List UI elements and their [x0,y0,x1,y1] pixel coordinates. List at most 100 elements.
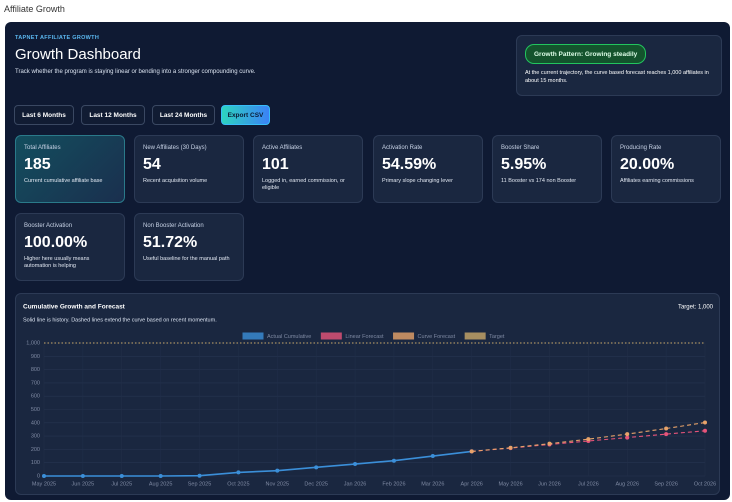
point [197,473,202,478]
card-value: 51.72% [143,234,198,251]
card-note: Higher here usually means automation is … [24,256,90,270]
card-label: Booster Share [501,145,540,151]
card-label: Non Booster Activation [143,223,204,229]
x-tick-label: May 2026 [499,481,523,487]
point [119,474,124,478]
point [586,437,591,442]
card-label: Booster Activation [24,223,73,229]
stat-card: Producing Rate 20.00% Affiliates earning c… [611,135,721,203]
x-tick-label: Nov 2025 [266,481,290,487]
header-title: Growth Dashboard [15,46,141,63]
stat-card: New Affiliates (30 Days) 54 Recent acquisi… [134,135,244,203]
legend-label: Curve Forecast [418,334,456,340]
point [469,449,474,454]
y-tick-label: 800 [31,367,40,373]
card-note: Recent acquisition volume [143,178,208,184]
y-tick-label: 700 [31,380,40,386]
point [236,470,241,475]
legend-swatch [320,332,342,340]
card-value: 54 [143,156,161,173]
legend-label: Target [489,334,505,340]
card-value: 20.00% [620,156,675,173]
x-tick-label: Jul 2026 [578,481,599,487]
point [547,441,552,446]
legend-label: Linear Forecast [345,334,384,340]
card-note: Logged in, earned commission, or eligibl… [262,178,345,192]
point [353,462,358,467]
card-note: Useful baseline for the manual path [143,256,230,262]
x-tick-label: Aug 2025 [149,481,173,487]
legend-label: Actual Cumulative [267,334,311,340]
point [158,474,163,478]
chart-title: Cumulative Growth and Forecast [23,304,126,311]
legend-swatch [464,332,486,340]
point [508,445,513,450]
export-button[interactable]: Export CSV [221,105,270,125]
y-tick-label: 200 [31,447,40,453]
x-tick-label: Feb 2026 [382,481,405,487]
pattern-badge: Growth Pattern: Growing steadily [525,44,647,64]
x-tick-label: Jun 2026 [538,481,561,487]
eyebrow: TAPNET AFFILIATE GROWTH [15,35,100,41]
card-value: 185 [24,156,51,173]
range-button[interactable]: Last 6 Months [14,105,74,125]
point [80,474,85,478]
target-label: Target: 1,000 [678,305,714,311]
header-subtitle: Track whether the program is staying lin… [15,69,256,75]
x-tick-label: Mar 2026 [421,481,444,487]
point [42,474,46,478]
pattern-text: At the current trajectory, the curve bas… [525,70,709,85]
stat-card: Booster Share 5.95% 11 Booster vs 174 non … [492,135,602,203]
y-tick-label: 0 [37,473,40,479]
stat-card: Booster Activation 100.00% Higher here usu… [15,213,125,281]
point [625,435,630,440]
x-tick-label: May 2025 [32,481,56,487]
y-tick-label: 100 [31,460,40,466]
point [664,432,669,437]
x-tick-label: Aug 2026 [615,481,639,487]
x-tick-label: Apr 2026 [461,481,483,487]
point [391,458,396,463]
series-line [44,450,472,477]
card-label: Activation Rate [382,145,423,151]
stat-card: Active Affiliates 101 Logged in, earned co… [253,135,363,203]
x-tick-label: Oct 2026 [694,481,716,487]
point [430,454,435,459]
legend-swatch [393,332,415,340]
card-value: 101 [262,156,289,173]
y-tick-label: 600 [31,394,40,400]
point [275,468,280,473]
range-button[interactable]: Last 12 Months [81,105,145,125]
card-note: 11 Booster vs 174 non Booster [501,178,577,184]
legend-swatch [242,332,264,340]
card-label: Total Affiliates [24,145,61,151]
x-tick-label: Jul 2025 [111,481,132,487]
y-tick-label: 900 [31,354,40,360]
stat-card: Activation Rate 54.59% Primary slope chang… [373,135,483,203]
card-note: Current cumulative affiliate base [24,178,103,184]
point [703,428,707,433]
page-title: Affiliate Growth [4,4,65,14]
y-tick-label: 1,000 [26,340,40,346]
card-label: Producing Rate [620,145,662,151]
chart-panel [15,293,720,495]
stat-card: Total Affiliates 185 Current cumulative af… [15,135,125,203]
point [664,426,669,431]
card-value: 5.95% [501,156,547,173]
card-value: 54.59% [382,156,437,173]
x-tick-label: Jan 2026 [344,481,367,487]
y-tick-label: 500 [31,407,40,413]
card-note: Affiliates earning commissions [620,178,694,184]
y-tick-label: 300 [31,434,40,440]
card-label: Active Affiliates [262,145,303,151]
x-tick-label: Sep 2026 [654,481,678,487]
card-value: 100.00% [24,234,88,251]
x-tick-label: Oct 2025 [227,481,249,487]
range-button[interactable]: Last 24 Months [152,105,215,125]
point [625,432,630,437]
stat-card: Non Booster Activation 51.72% Useful basel… [134,213,244,281]
x-tick-label: Dec 2025 [304,481,328,487]
x-tick-label: Jun 2025 [72,481,95,487]
